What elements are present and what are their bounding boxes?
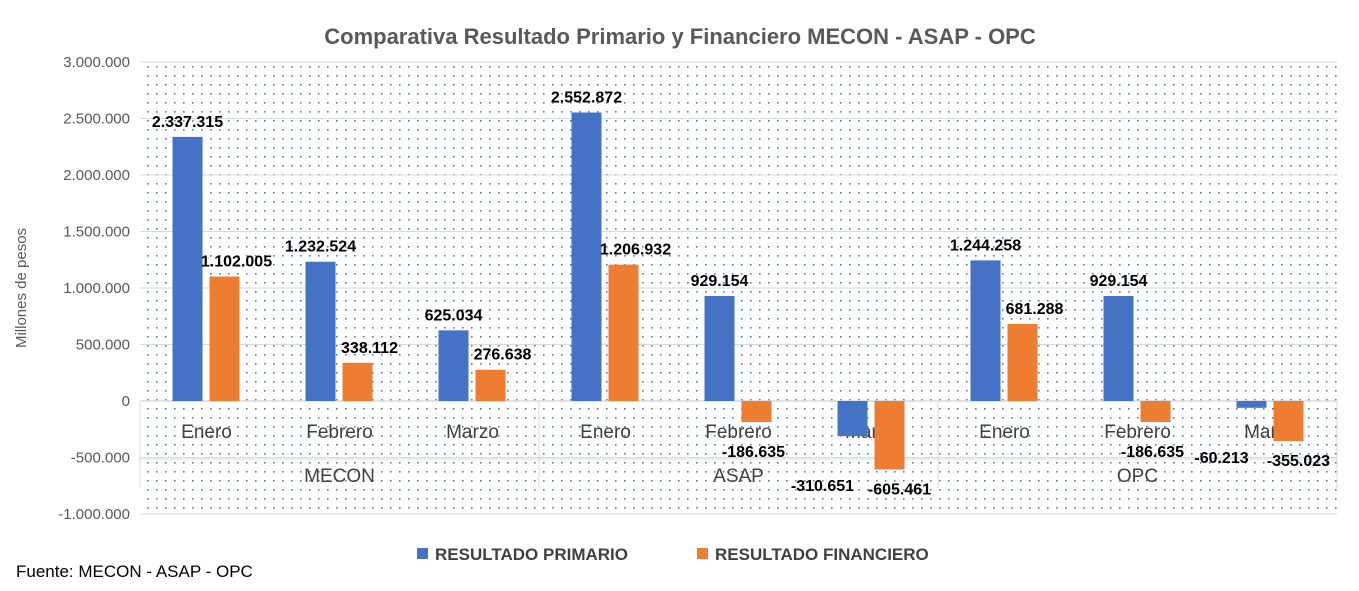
y-tick-label: 1.000.000 [63, 280, 130, 297]
group-label: OPC [1117, 466, 1158, 487]
data-label: 1.232.524 [285, 239, 356, 256]
bar-primario [837, 401, 868, 437]
bar-financiero [475, 369, 506, 401]
data-label: -605.461 [868, 481, 931, 498]
y-axis-label: Millones de pesos [13, 228, 30, 348]
data-label: 1.206.932 [600, 242, 671, 259]
legend-swatch [417, 548, 428, 559]
group-label: MECON [304, 466, 375, 487]
data-label: -355.023 [1267, 453, 1330, 470]
bar-primario [704, 296, 735, 401]
category-label: Enero [580, 422, 631, 443]
data-label: 1.244.258 [950, 237, 1021, 254]
data-label: 681.288 [1006, 301, 1064, 318]
category-label: Marzo [446, 422, 499, 443]
data-label: 1.102.005 [201, 253, 272, 270]
legend: RESULTADO PRIMARIO RESULTADO FINANCIERO [417, 545, 929, 564]
bar-financiero [1007, 324, 1038, 401]
source-note: Fuente: MECON - ASAP - OPC [16, 562, 253, 581]
data-label: 2.552.872 [551, 90, 622, 107]
bar-financiero [1140, 401, 1171, 423]
category-label: Febrero [1104, 422, 1171, 443]
data-label: 338.112 [341, 340, 398, 357]
bar-primario [1103, 296, 1134, 401]
chart-title: Comparativa Resultado Primario y Financi… [324, 24, 1036, 49]
y-tick-label: 500.000 [76, 337, 130, 354]
group-label: ASAP [713, 466, 764, 487]
data-label: 625.034 [425, 307, 483, 324]
y-tick-label: 1.500.000 [63, 224, 130, 241]
y-tick-label: -1.000.000 [58, 506, 130, 523]
bar-primario [438, 330, 469, 401]
y-tick-label: 2.000.000 [63, 167, 130, 184]
y-tick-label: 0 [122, 393, 130, 410]
data-label: -186.635 [1121, 444, 1184, 461]
bar-primario [305, 261, 336, 401]
bar-primario [172, 136, 203, 401]
data-label: -186.635 [722, 444, 785, 461]
bar-primario [571, 112, 602, 402]
y-tick-label: -500.000 [71, 450, 130, 467]
legend-swatch [697, 548, 708, 559]
legend-label: RESULTADO PRIMARIO [435, 545, 628, 564]
category-label: Enero [181, 422, 232, 443]
bar-financiero [608, 264, 639, 401]
category-label: Enero [979, 422, 1030, 443]
category-label: Febrero [705, 422, 772, 443]
bar-primario [1236, 401, 1267, 408]
data-label: -60.213 [1194, 450, 1248, 467]
data-label: 2.337.315 [152, 114, 223, 131]
bar-financiero [741, 401, 772, 423]
data-label: 929.154 [1090, 273, 1148, 290]
bar-financiero [209, 276, 240, 401]
legend-label: RESULTADO FINANCIERO [715, 545, 929, 564]
bar-financiero [1273, 401, 1304, 442]
y-tick-label: 3.000.000 [63, 54, 130, 71]
category-label: Febrero [306, 422, 373, 443]
data-label: 929.154 [691, 273, 749, 290]
y-tick-label: 2.500.000 [63, 111, 130, 128]
bar-primario [970, 260, 1001, 401]
bar-financiero [342, 362, 373, 401]
data-label: -310.651 [791, 478, 854, 495]
bar-financiero [874, 401, 905, 470]
data-label: 276.638 [474, 347, 532, 364]
